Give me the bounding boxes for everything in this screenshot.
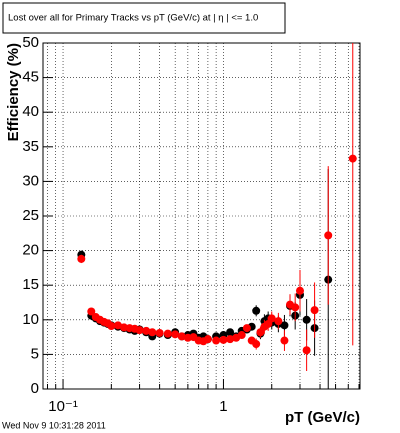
data-point xyxy=(142,326,151,335)
y-tick-label: 30 xyxy=(22,172,39,189)
data-point xyxy=(256,328,265,337)
data-point xyxy=(252,306,261,315)
chart-title: Lost over all for Primary Tracks vs pT (… xyxy=(8,13,258,24)
data-point xyxy=(295,286,304,295)
data-point xyxy=(302,315,311,324)
y-tick-label: 35 xyxy=(22,138,39,155)
data-point xyxy=(135,326,144,335)
y-tick-label: 0 xyxy=(31,380,39,397)
data-point xyxy=(163,329,172,338)
y-tick-label: 10 xyxy=(22,311,39,328)
x-tick-label: 10⁻¹ xyxy=(48,398,78,415)
y-tick-label: 25 xyxy=(22,207,39,224)
y-tick-label: 50 xyxy=(22,34,39,51)
data-point xyxy=(237,331,246,340)
data-point xyxy=(113,321,122,330)
data-point xyxy=(77,254,86,263)
data-point xyxy=(291,303,300,312)
data-point xyxy=(252,340,261,349)
data-point xyxy=(302,346,311,355)
data-point xyxy=(177,332,186,341)
data-point xyxy=(171,330,180,339)
data-point xyxy=(267,314,276,323)
y-tick-label: 20 xyxy=(22,242,39,259)
x-axis-label: pT (GeV/c) xyxy=(285,409,360,426)
data-point xyxy=(226,335,235,344)
data-point xyxy=(280,336,289,345)
data-point xyxy=(212,336,221,345)
title-box xyxy=(2,2,286,34)
data-point xyxy=(242,324,251,333)
data-point xyxy=(348,154,357,163)
data-point xyxy=(324,231,333,240)
data-point xyxy=(280,321,289,330)
y-axis-label: Efficiency (%) xyxy=(5,43,22,141)
y-tick-label: 45 xyxy=(22,69,39,86)
data-point xyxy=(226,328,235,337)
y-tick-label: 40 xyxy=(22,103,39,120)
data-point xyxy=(148,328,157,337)
data-point xyxy=(107,322,116,331)
data-point xyxy=(155,328,164,337)
y-tick-label: 15 xyxy=(22,276,39,293)
data-point xyxy=(87,307,96,316)
x-tick-label: 1 xyxy=(219,398,227,415)
data-point xyxy=(203,335,212,344)
footer: Wed Nov 9 10:31:28 2011 xyxy=(2,420,106,430)
data-point xyxy=(219,335,228,344)
data-point xyxy=(310,306,319,315)
y-tick-label: 5 xyxy=(31,345,39,362)
data-point xyxy=(274,317,283,326)
